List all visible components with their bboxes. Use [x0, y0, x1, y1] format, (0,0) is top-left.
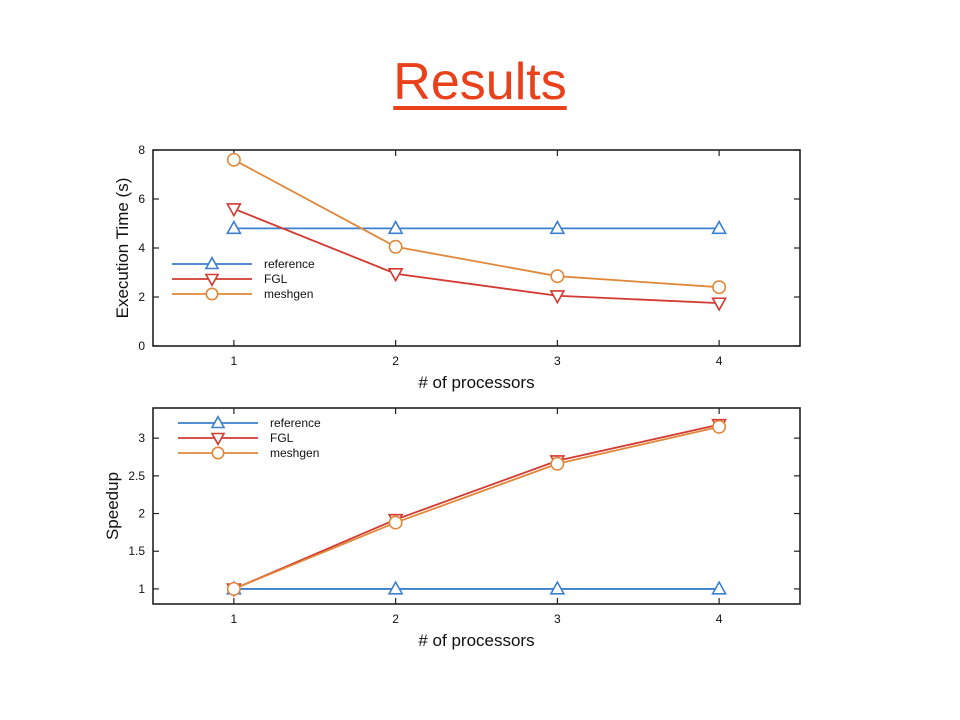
y-axis-label: Speedup [103, 472, 122, 540]
data-point [549, 290, 566, 305]
y-tick-label: 3 [138, 431, 145, 445]
y-tick-label: 2.5 [128, 469, 145, 483]
x-tick-label: 4 [716, 354, 723, 368]
chart-1: 1 2 3 4 0 2 4 6 8 # of processors Execution Time (… [113, 143, 801, 392]
x-tick-label: 4 [716, 612, 723, 626]
legend-label: FGL [264, 272, 288, 286]
x-axis-label: # of processors [418, 373, 534, 392]
legend-label: FGL [270, 431, 294, 445]
legend-marker [205, 287, 219, 301]
data-point [388, 239, 403, 254]
series-line [233, 423, 720, 590]
chart-2: 1 2 3 4 1 1.5 2 2.5 3 # of processors Speedup refer… [103, 407, 801, 650]
data-point [226, 219, 242, 235]
legend-label: meshgen [264, 287, 313, 301]
data-point [549, 580, 566, 595]
plot-frame [152, 149, 801, 347]
data-point [550, 269, 565, 284]
y-tick-label: 2 [138, 290, 145, 304]
data-point [226, 152, 241, 167]
data-point [226, 581, 241, 596]
series-reference [226, 580, 727, 595]
legend-marker [204, 256, 220, 270]
y-tick-label: 2 [138, 507, 145, 521]
x-tick-label: 1 [231, 612, 238, 626]
x-tick-label: 3 [554, 612, 561, 626]
x-tick-label: 3 [554, 354, 561, 368]
y-axis-label: Execution Time (s) [113, 178, 132, 319]
series-line [233, 425, 720, 590]
series-meshgen [226, 152, 727, 295]
legend-marker [211, 446, 225, 460]
legend-label: reference [270, 416, 321, 430]
data-point [226, 203, 242, 218]
x-tick-label: 2 [392, 612, 399, 626]
series-reference [226, 219, 727, 235]
data-point [712, 280, 727, 295]
y-tick-label: 6 [138, 192, 145, 206]
data-point [712, 419, 727, 434]
plot-frame [152, 407, 801, 605]
slide-title: Results [393, 53, 567, 111]
y-tick-label: 1 [138, 582, 145, 596]
x-tick-label: 2 [392, 354, 399, 368]
legend-label: meshgen [270, 446, 319, 460]
series-line [233, 207, 720, 305]
data-point [711, 580, 727, 595]
series-meshgen [226, 419, 727, 596]
legend-label: reference [264, 257, 315, 271]
y-tick-label: 4 [138, 241, 145, 255]
x-axis-label: # of processors [418, 631, 534, 650]
y-tick-label: 1.5 [128, 544, 145, 558]
y-tick-label: 8 [138, 143, 145, 157]
x-tick-label: 1 [231, 354, 238, 368]
data-point [387, 268, 404, 283]
data-point [387, 580, 404, 595]
data-point [550, 456, 565, 471]
legend-marker [204, 273, 220, 287]
series-line [233, 159, 720, 289]
legend-marker [210, 432, 226, 446]
data-point [388, 515, 403, 530]
legend-marker [210, 415, 226, 429]
data-point [549, 219, 566, 235]
data-point [387, 219, 404, 235]
data-point [711, 297, 727, 312]
data-point [711, 219, 727, 235]
y-tick-label: 0 [138, 339, 145, 353]
series-FGL [226, 203, 727, 312]
